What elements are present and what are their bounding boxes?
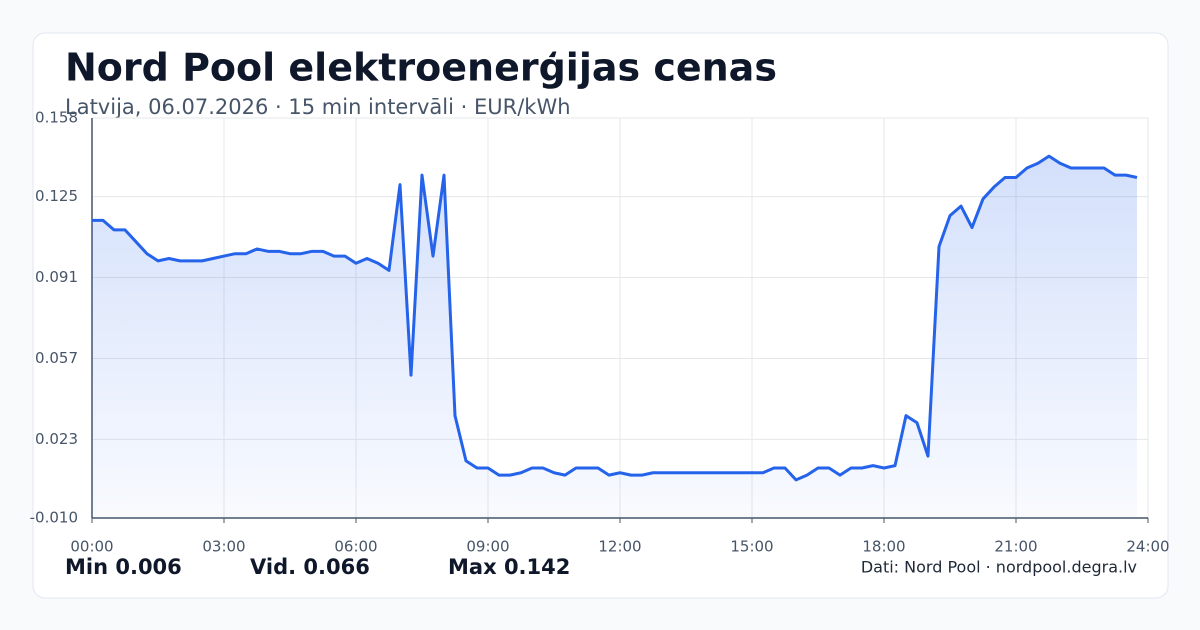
stat-value: 0.006 (115, 555, 181, 579)
stat: Min 0.006 (65, 555, 182, 579)
y-tick-label: 0.158 (35, 109, 78, 127)
stat-value: 0.066 (303, 555, 369, 579)
x-tick-label: 00:00 (70, 538, 113, 556)
x-tick-label: 12:00 (598, 538, 641, 556)
x-tick-label: 21:00 (994, 538, 1037, 556)
x-tick-label: 06:00 (334, 538, 377, 556)
stat-label: Max (448, 555, 497, 579)
stat: Max 0.142 (448, 555, 570, 579)
y-tick-label: -0.010 (30, 509, 78, 527)
y-tick-label: 0.023 (35, 430, 78, 448)
area (92, 156, 1137, 518)
source: Dati: Nord Pool · nordpool.degra.lv (861, 558, 1137, 577)
stat-label: Min (65, 555, 108, 579)
x-tick-label: 18:00 (862, 538, 905, 556)
chart-title: Nord Pool elektroenerģijas cenas (65, 46, 777, 90)
x-tick-label: 15:00 (730, 538, 773, 556)
y-tick-label: 0.057 (35, 349, 78, 367)
x-tick-label: 09:00 (466, 538, 509, 556)
price-line (92, 154, 1138, 482)
stat-label: Vid. (250, 555, 296, 579)
chart-subtitle: Latvija, 06.07.2026 · 15 min intervāli ·… (65, 95, 571, 119)
y-tick-label: 0.091 (35, 268, 78, 286)
y-tick-label: 0.125 (35, 187, 78, 205)
x-tick-label: 03:00 (202, 538, 245, 556)
x-tick-label: 24:00 (1126, 538, 1169, 556)
stat-value: 0.142 (504, 555, 570, 579)
stat: Vid. 0.066 (250, 555, 370, 579)
